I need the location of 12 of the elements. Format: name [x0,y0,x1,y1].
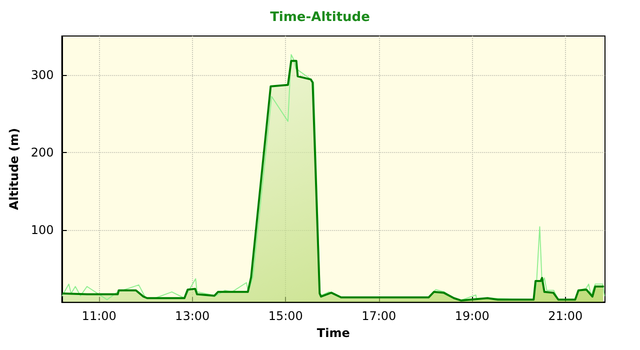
y-axis-title: Altitude (m) [7,128,21,210]
x-tick-label: 17:00 [362,309,396,323]
x-tick-label: 19:00 [454,309,490,323]
y-tick-label: 200 [30,145,54,160]
x-tick-label: 11:00 [82,309,116,323]
x-axis-title: Time [316,326,350,340]
x-tick-label: 15:00 [268,309,303,323]
x-tick-label: 13:00 [175,309,210,323]
chart-title: Time-Altitude [270,10,370,25]
x-tick-label: 21:00 [548,309,583,323]
y-tick-label: 300 [30,68,54,82]
y-tick-label: 100 [30,222,54,237]
